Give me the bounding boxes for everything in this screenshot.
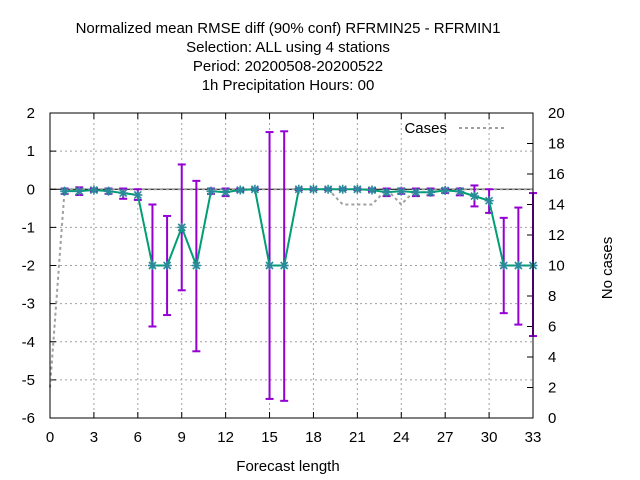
- plot-frame: [49, 112, 534, 419]
- data-point: [250, 184, 260, 194]
- data-point: [162, 261, 172, 270]
- y-tick-label: -5: [22, 372, 35, 389]
- x-axis-label: Forecast length: [236, 458, 339, 475]
- data-point: [177, 222, 187, 232]
- chart-title-line-4: 1h Precipitation Hours: 00: [202, 77, 375, 94]
- x-tick-label: 3: [90, 429, 98, 446]
- data-point: [235, 185, 245, 195]
- x-tick-label: 0: [46, 429, 54, 446]
- y2-tick-label: 6: [548, 319, 556, 336]
- data-point: [352, 184, 362, 194]
- x-tick-label: 21: [349, 429, 366, 446]
- data-point: [308, 184, 318, 194]
- data-point: [133, 190, 143, 200]
- data-point: [367, 185, 377, 195]
- data-point: [484, 196, 494, 206]
- y2-tick-label: 2: [548, 380, 556, 397]
- y-tick-label: -2: [22, 258, 35, 275]
- data-point: [191, 261, 201, 270]
- data-point: [104, 186, 114, 196]
- error-bars: [60, 130, 537, 402]
- y-tick-label: 0: [27, 181, 35, 198]
- data-point: [147, 261, 157, 270]
- data-point: [469, 191, 479, 201]
- data-point: [338, 184, 348, 194]
- data-point: [382, 187, 392, 197]
- cases-series: [49, 187, 533, 388]
- y-tick-label: -6: [22, 410, 35, 427]
- y2-tick-label: 4: [548, 349, 556, 366]
- x-tick-label: 15: [261, 429, 278, 446]
- x-tick-label: 18: [305, 429, 322, 446]
- y2-tick-label: 20: [548, 105, 565, 122]
- y2-axis-label: No cases: [599, 237, 616, 300]
- x-tick-label: 12: [217, 429, 234, 446]
- data-point: [499, 261, 509, 270]
- x-tick-label: 30: [481, 429, 498, 446]
- data-point: [89, 185, 99, 195]
- data-point: [206, 186, 216, 196]
- x-tick-label: 27: [437, 429, 454, 446]
- data-point: [279, 261, 289, 270]
- main-series: [60, 184, 538, 270]
- x-tick-label: 9: [178, 429, 186, 446]
- y-tick-label: 1: [27, 143, 35, 160]
- x-tick-label: 33: [525, 429, 542, 446]
- data-point: [294, 184, 304, 194]
- y-tick-label: -3: [22, 296, 35, 313]
- y2-tick-label: 16: [548, 166, 565, 183]
- data-point: [323, 184, 333, 194]
- data-point: [513, 261, 523, 270]
- legend-label: Cases: [404, 120, 447, 137]
- data-point: [118, 188, 128, 198]
- y2-tick-label: 10: [548, 258, 565, 275]
- data-point: [426, 187, 436, 197]
- data-point: [74, 186, 84, 196]
- y-tick-label: -4: [22, 334, 35, 351]
- data-point: [455, 187, 465, 197]
- cases-line: [49, 187, 533, 388]
- x-tick-label: 6: [134, 429, 142, 446]
- chart-title-line-3: Period: 20200508-20200522: [193, 58, 383, 75]
- y2-tick-label: 0: [548, 410, 556, 427]
- data-point: [440, 185, 450, 195]
- data-point: [221, 187, 231, 197]
- tick-labels: 0 3 6 9 12 15 18 21 24 27 30 33210-1-2-3-4-5-620181…: [22, 105, 565, 446]
- grid-lines: [50, 113, 533, 418]
- data-point: [265, 261, 275, 270]
- data-point: [60, 186, 70, 196]
- x-tick-label: 24: [393, 429, 410, 446]
- y2-tick-label: 14: [548, 197, 565, 214]
- data-point: [411, 187, 421, 197]
- y-tick-label: -1: [22, 219, 35, 236]
- chart-title-line-2: Selection: ALL using 4 stations: [186, 39, 390, 56]
- data-point: [396, 186, 406, 196]
- y-tick-label: 2: [27, 105, 35, 122]
- y2-tick-label: 8: [548, 288, 556, 305]
- y2-tick-label: 12: [548, 227, 565, 244]
- chart-title-line-1: Normalized mean RMSE diff (90% conf) RFR…: [76, 20, 501, 37]
- y2-tick-label: 18: [548, 136, 565, 153]
